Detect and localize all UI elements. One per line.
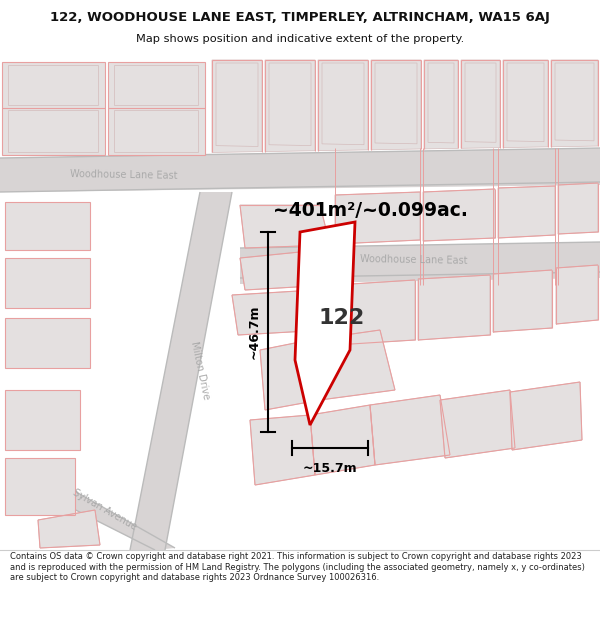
- Polygon shape: [114, 65, 198, 105]
- Text: ~15.7m: ~15.7m: [302, 462, 358, 475]
- Polygon shape: [216, 63, 258, 146]
- Text: Woodhouse Lane East: Woodhouse Lane East: [360, 254, 467, 266]
- Polygon shape: [322, 63, 364, 145]
- Polygon shape: [269, 63, 311, 146]
- Text: 122, WOODHOUSE LANE EAST, TIMPERLEY, ALTRINCHAM, WA15 6AJ: 122, WOODHOUSE LANE EAST, TIMPERLEY, ALT…: [50, 11, 550, 24]
- Polygon shape: [440, 390, 515, 458]
- Polygon shape: [507, 63, 544, 142]
- Polygon shape: [465, 63, 496, 142]
- Text: Sylvan Avenue: Sylvan Avenue: [71, 488, 139, 532]
- Text: Woodhouse Lane East: Woodhouse Lane East: [70, 169, 178, 181]
- Polygon shape: [5, 258, 90, 308]
- Text: Map shows position and indicative extent of the property.: Map shows position and indicative extent…: [136, 34, 464, 44]
- Polygon shape: [555, 63, 594, 141]
- Polygon shape: [371, 60, 421, 150]
- Polygon shape: [310, 405, 375, 475]
- Polygon shape: [5, 458, 75, 515]
- Polygon shape: [424, 60, 458, 149]
- Polygon shape: [5, 318, 90, 368]
- Polygon shape: [8, 110, 98, 152]
- Polygon shape: [498, 186, 555, 238]
- Polygon shape: [335, 280, 415, 345]
- Polygon shape: [265, 60, 315, 152]
- Polygon shape: [335, 192, 420, 244]
- Text: Contains OS data © Crown copyright and database right 2021. This information is : Contains OS data © Crown copyright and d…: [10, 552, 584, 582]
- Polygon shape: [418, 275, 490, 340]
- Polygon shape: [370, 395, 450, 465]
- Text: Milton Drive: Milton Drive: [189, 340, 211, 400]
- Polygon shape: [428, 63, 454, 143]
- Polygon shape: [551, 60, 598, 147]
- Polygon shape: [2, 62, 105, 155]
- Polygon shape: [5, 202, 90, 250]
- Polygon shape: [493, 270, 552, 332]
- Text: ~401m²/~0.099ac.: ~401m²/~0.099ac.: [272, 201, 467, 219]
- Polygon shape: [556, 265, 598, 324]
- Polygon shape: [130, 192, 232, 550]
- Polygon shape: [318, 60, 368, 151]
- Polygon shape: [295, 222, 355, 425]
- Polygon shape: [423, 189, 495, 241]
- Polygon shape: [8, 65, 98, 105]
- Polygon shape: [503, 60, 548, 148]
- Polygon shape: [232, 290, 325, 335]
- Polygon shape: [240, 205, 330, 248]
- Polygon shape: [250, 415, 315, 485]
- Polygon shape: [310, 330, 395, 400]
- Polygon shape: [38, 510, 100, 548]
- Polygon shape: [0, 148, 600, 192]
- Polygon shape: [114, 110, 198, 152]
- Polygon shape: [240, 242, 600, 284]
- Polygon shape: [32, 480, 175, 550]
- Polygon shape: [108, 62, 205, 155]
- Polygon shape: [212, 60, 262, 152]
- Text: ~46.7m: ~46.7m: [248, 305, 260, 359]
- Polygon shape: [375, 63, 417, 144]
- Polygon shape: [461, 60, 500, 148]
- Polygon shape: [510, 382, 582, 450]
- Polygon shape: [558, 183, 598, 234]
- Polygon shape: [240, 250, 330, 290]
- Polygon shape: [260, 340, 320, 410]
- Text: 122: 122: [319, 308, 365, 328]
- Polygon shape: [5, 390, 80, 450]
